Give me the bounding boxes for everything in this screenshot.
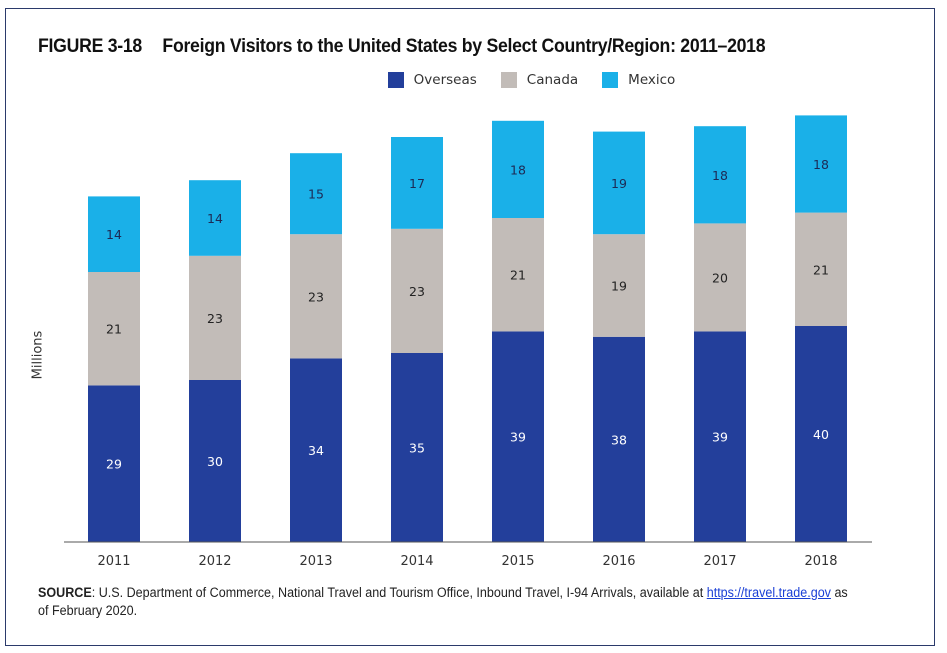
bar-canada-2017 bbox=[694, 223, 746, 332]
data-label-canada-2018: 21 bbox=[813, 262, 829, 277]
bar-mexico-2014 bbox=[391, 137, 443, 229]
legend-item-mexico: Mexico bbox=[602, 72, 675, 88]
bar-overseas-2011 bbox=[88, 385, 140, 542]
bar-overseas-2014 bbox=[391, 353, 443, 542]
bar-overseas-2012 bbox=[189, 380, 241, 542]
legend-swatch-overseas bbox=[387, 72, 404, 88]
data-label-mexico-2018: 18 bbox=[813, 157, 829, 172]
bar-mexico-2018 bbox=[795, 115, 847, 213]
data-label-mexico-2015: 18 bbox=[510, 162, 526, 177]
source-note: SOURCE: U.S. Department of Commerce, Nat… bbox=[38, 584, 856, 620]
bar-canada-2018 bbox=[795, 212, 847, 326]
bar-overseas-2015 bbox=[492, 331, 544, 542]
data-label-canada-2016: 19 bbox=[611, 279, 627, 294]
data-label-overseas-2012: 30 bbox=[207, 454, 223, 469]
legend-label-mexico: Mexico bbox=[628, 72, 676, 88]
chart-legend: Overseas Canada Mexico bbox=[0, 72, 947, 88]
data-label-overseas-2014: 35 bbox=[409, 441, 425, 456]
data-label-mexico-2017: 18 bbox=[712, 168, 728, 183]
bar-mexico-2012 bbox=[189, 180, 241, 256]
figure-frame bbox=[5, 8, 935, 646]
x-tick-label-2017: 2017 bbox=[703, 554, 736, 569]
legend-label-overseas: Overseas bbox=[413, 72, 477, 88]
data-label-canada-2015: 21 bbox=[510, 268, 526, 283]
bar-mexico-2017 bbox=[694, 126, 746, 224]
bar-mexico-2015 bbox=[492, 120, 544, 218]
data-label-canada-2012: 23 bbox=[207, 311, 223, 326]
data-label-mexico-2011: 14 bbox=[106, 227, 122, 242]
data-label-canada-2017: 20 bbox=[712, 270, 728, 285]
legend-swatch-canada bbox=[500, 72, 517, 88]
legend-swatch-mexico bbox=[602, 72, 619, 88]
data-label-overseas-2016: 38 bbox=[611, 432, 627, 447]
data-label-canada-2013: 23 bbox=[308, 289, 324, 304]
bar-overseas-2018 bbox=[795, 326, 847, 542]
bar-canada-2014 bbox=[391, 228, 443, 353]
data-label-overseas-2013: 34 bbox=[308, 443, 324, 458]
x-tick-label-2014: 2014 bbox=[400, 554, 433, 569]
bar-mexico-2011 bbox=[88, 196, 140, 272]
x-tick-label-2016: 2016 bbox=[602, 554, 635, 569]
x-tick-label-2012: 2012 bbox=[198, 554, 231, 569]
legend-item-overseas: Overseas bbox=[387, 72, 477, 88]
source-text: : U.S. Department of Commerce, National … bbox=[91, 585, 707, 600]
bar-canada-2013 bbox=[290, 234, 342, 359]
data-label-overseas-2015: 39 bbox=[510, 430, 526, 445]
data-label-mexico-2014: 17 bbox=[409, 176, 425, 191]
bar-overseas-2016 bbox=[593, 336, 645, 542]
bar-canada-2011 bbox=[88, 272, 140, 386]
source-label: SOURCE bbox=[38, 585, 92, 600]
data-label-mexico-2012: 14 bbox=[207, 211, 223, 226]
data-label-overseas-2018: 40 bbox=[813, 427, 829, 442]
x-tick-label-2018: 2018 bbox=[804, 554, 837, 569]
bar-overseas-2013 bbox=[290, 358, 342, 542]
figure-title-text: Foreign Visitors to the United States by… bbox=[162, 36, 766, 57]
data-label-mexico-2013: 15 bbox=[308, 187, 324, 202]
x-tick-label-2013: 2013 bbox=[299, 554, 332, 569]
x-tick-label-2015: 2015 bbox=[501, 554, 534, 569]
legend-item-canada: Canada bbox=[500, 72, 579, 88]
bar-overseas-2017 bbox=[694, 331, 746, 542]
bar-mexico-2013 bbox=[290, 153, 342, 235]
x-tick-label-2011: 2011 bbox=[97, 554, 130, 569]
source-link[interactable]: https://travel.trade.gov bbox=[706, 585, 831, 600]
figure-number: FIGURE 3-18 bbox=[38, 36, 142, 57]
bar-canada-2016 bbox=[593, 234, 645, 337]
data-label-overseas-2011: 29 bbox=[106, 457, 122, 472]
legend-label-canada: Canada bbox=[526, 72, 579, 88]
data-label-canada-2014: 23 bbox=[409, 284, 425, 299]
data-label-mexico-2016: 19 bbox=[611, 176, 627, 191]
bar-canada-2012 bbox=[189, 255, 241, 380]
bar-canada-2015 bbox=[492, 218, 544, 332]
bar-mexico-2016 bbox=[593, 131, 645, 235]
data-label-overseas-2017: 39 bbox=[712, 430, 728, 445]
source-text-end: as of February 2020. bbox=[38, 585, 848, 618]
data-label-canada-2011: 21 bbox=[106, 322, 122, 337]
figure-title: FIGURE 3-18 Foreign Visitors to the Unite… bbox=[38, 36, 766, 58]
